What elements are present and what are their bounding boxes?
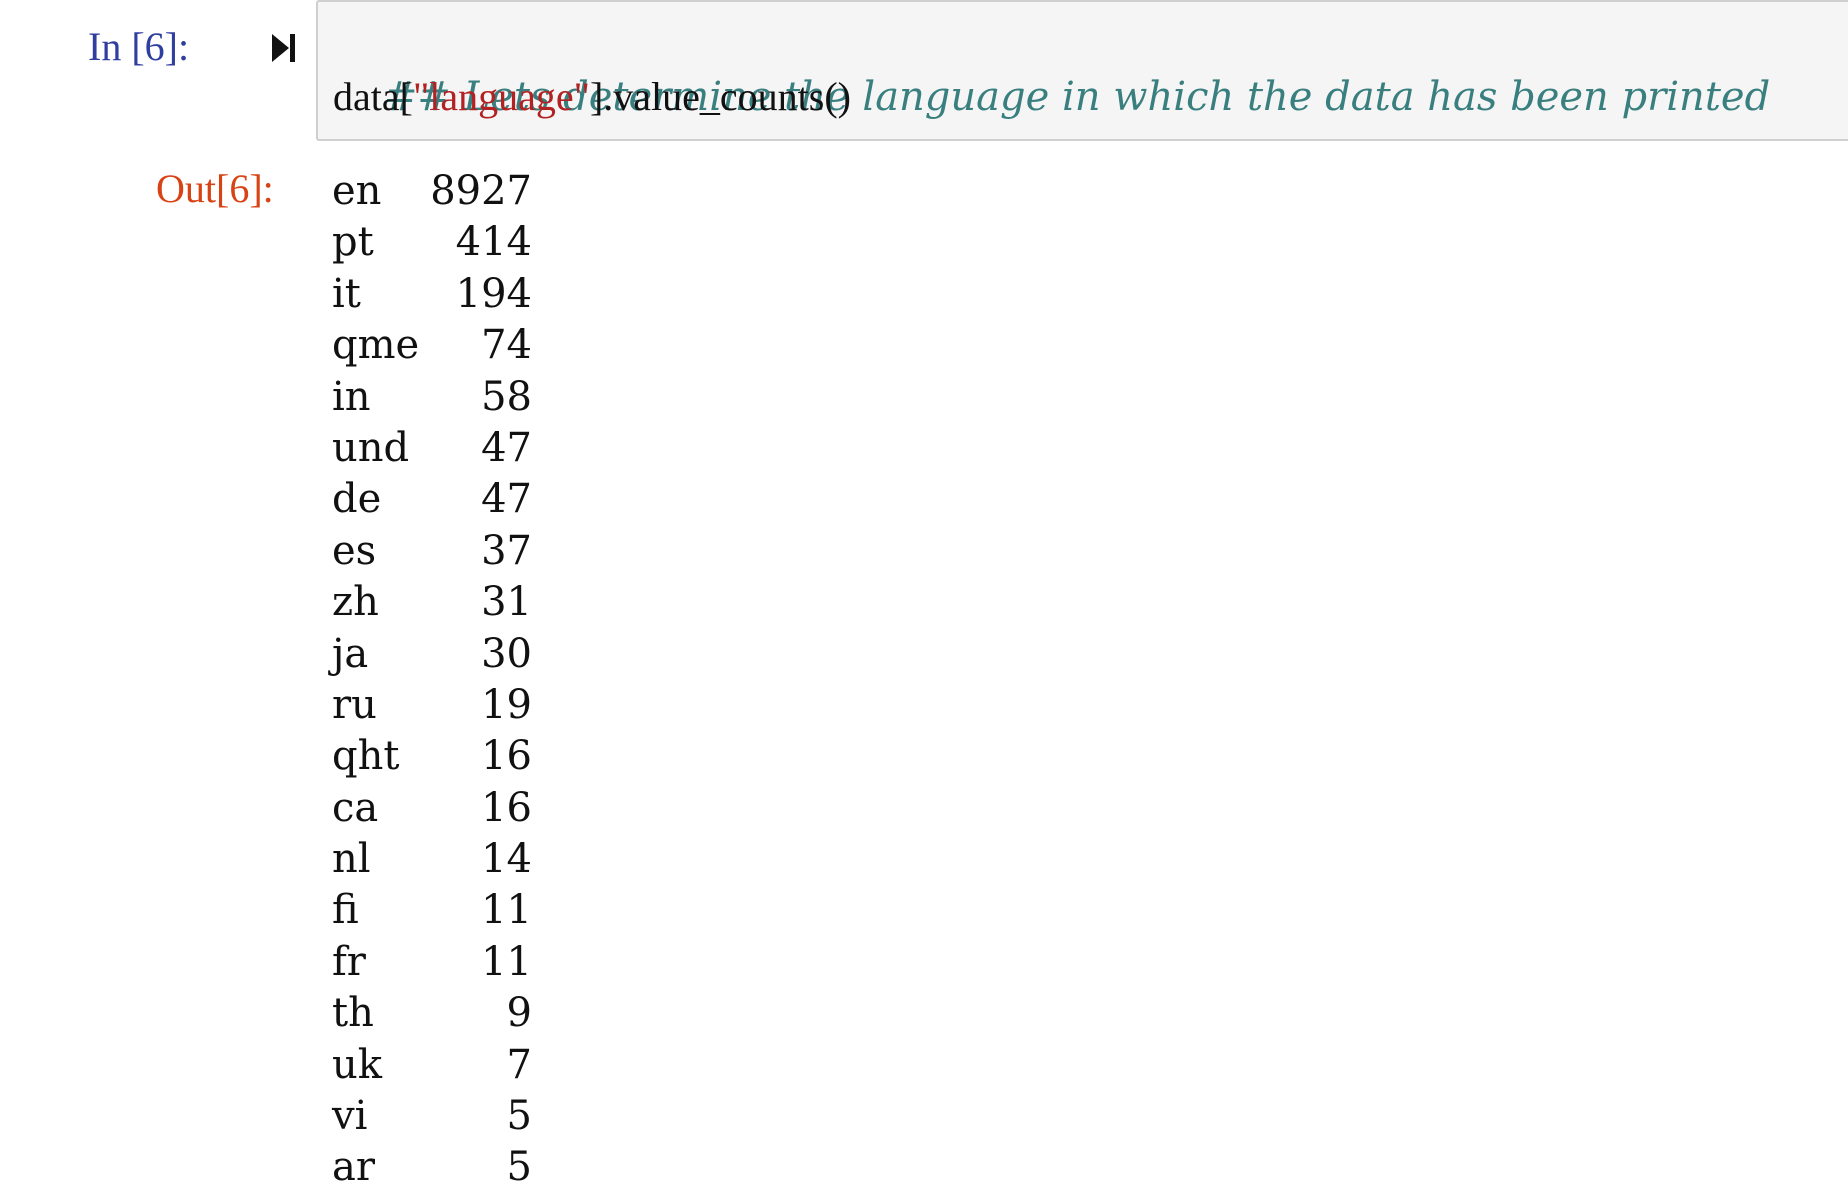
output-row: de 47 — [332, 474, 572, 525]
language-code: it — [332, 270, 361, 317]
output-row: zh 31 — [332, 577, 572, 628]
language-count: 5 — [506, 1144, 532, 1191]
output-row: nl 14 — [332, 834, 572, 885]
language-code: fi — [332, 887, 359, 934]
output-prompt: Out[6]: — [156, 166, 274, 211]
language-code: pt — [332, 219, 374, 266]
output-row: en 8927 — [332, 166, 572, 217]
code-method-call: ].value_counts() — [589, 74, 851, 119]
code-statement-line: data["language"].value_counts() — [333, 72, 851, 122]
language-code: ru — [332, 681, 377, 728]
language-count: 9 — [506, 990, 532, 1037]
language-code: qht — [332, 733, 400, 780]
language-code: ca — [332, 784, 379, 831]
language-count: 74 — [481, 322, 532, 369]
language-count: 194 — [455, 270, 532, 317]
language-count: 11 — [481, 938, 532, 985]
language-code: es — [332, 527, 377, 574]
code-input-area[interactable]: ## Lets determine the language in which … — [316, 0, 1848, 141]
language-code: th — [332, 990, 374, 1037]
run-cell-icon[interactable] — [272, 30, 296, 66]
output-row: fi 11 — [332, 885, 572, 936]
language-code: in — [332, 373, 371, 420]
language-count: 19 — [481, 681, 532, 728]
input-prompt: In [6]: — [88, 24, 190, 69]
language-count: 7 — [506, 1041, 532, 1088]
language-count: 30 — [481, 630, 532, 677]
code-string-literal: "language" — [412, 74, 590, 119]
output-row: th 9 — [332, 988, 572, 1039]
language-code: fr — [332, 938, 366, 985]
output-row: pt 414 — [332, 217, 572, 268]
output-row: uk 7 — [332, 1040, 572, 1091]
output-row: qht 16 — [332, 731, 572, 782]
language-code: ja — [332, 630, 369, 677]
language-code: qme — [332, 322, 420, 369]
language-code: ar — [332, 1144, 375, 1191]
output-value-counts: en 8927 pt 414 it 194 qme 74 in 58 und 47 de 47 es 37 zh… — [332, 166, 572, 1194]
output-row: es 37 — [332, 526, 572, 577]
language-code: zh — [332, 579, 379, 626]
output-row: qme 74 — [332, 320, 572, 371]
code-identifier: data[ — [333, 74, 413, 119]
code-comment: ## Lets determine the language in which … — [383, 74, 1771, 120]
language-code: vi — [332, 1093, 368, 1140]
output-row: ca 16 — [332, 783, 572, 834]
language-count: 37 — [481, 527, 532, 574]
language-count: 11 — [481, 887, 532, 934]
output-row: und 47 — [332, 423, 572, 474]
language-code: uk — [332, 1041, 382, 1088]
language-count: 5 — [506, 1093, 532, 1140]
output-row: in 58 — [332, 372, 572, 423]
output-row: vi 5 — [332, 1091, 572, 1142]
language-code: de — [332, 476, 382, 523]
output-row: it 194 — [332, 269, 572, 320]
output-row: ru 19 — [332, 680, 572, 731]
language-count: 58 — [481, 373, 532, 420]
output-row: ja 30 — [332, 629, 572, 680]
language-count: 16 — [481, 784, 532, 831]
language-code: nl — [332, 836, 371, 883]
language-count: 31 — [481, 579, 532, 626]
language-count: 47 — [481, 476, 532, 523]
language-count: 14 — [481, 836, 532, 883]
language-count: 414 — [455, 219, 532, 266]
output-row: ar 5 — [332, 1142, 572, 1193]
code-comment-line: ## Lets determine the language in which … — [333, 22, 1770, 172]
language-count: 16 — [481, 733, 532, 780]
output-row: fr 11 — [332, 937, 572, 988]
language-count: 47 — [481, 424, 532, 471]
language-code: und — [332, 424, 410, 471]
language-code: en — [332, 168, 382, 214]
language-count: 8927 — [430, 168, 532, 214]
